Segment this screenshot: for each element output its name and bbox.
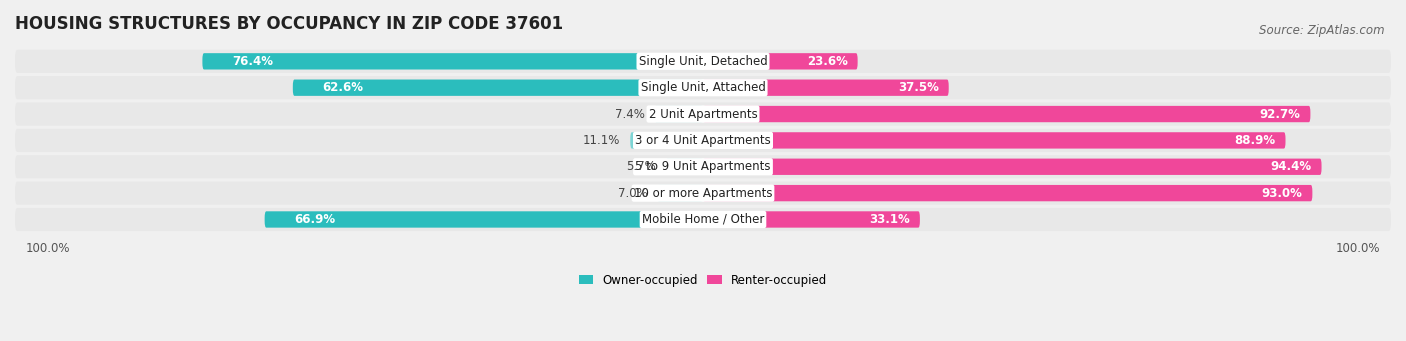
FancyBboxPatch shape	[15, 76, 1391, 99]
Text: 76.4%: 76.4%	[232, 55, 273, 68]
FancyBboxPatch shape	[703, 159, 1322, 175]
FancyBboxPatch shape	[264, 211, 703, 228]
Text: 11.1%: 11.1%	[583, 134, 620, 147]
FancyBboxPatch shape	[655, 106, 703, 122]
Text: 7.4%: 7.4%	[614, 107, 645, 121]
Legend: Owner-occupied, Renter-occupied: Owner-occupied, Renter-occupied	[579, 273, 827, 287]
FancyBboxPatch shape	[15, 181, 1391, 205]
FancyBboxPatch shape	[703, 79, 949, 96]
Text: 88.9%: 88.9%	[1234, 134, 1275, 147]
Text: 5 to 9 Unit Apartments: 5 to 9 Unit Apartments	[636, 160, 770, 173]
FancyBboxPatch shape	[703, 185, 1312, 201]
FancyBboxPatch shape	[15, 129, 1391, 152]
FancyBboxPatch shape	[703, 106, 1310, 122]
Text: 7.0%: 7.0%	[617, 187, 647, 199]
Text: Mobile Home / Other: Mobile Home / Other	[641, 213, 765, 226]
Text: HOUSING STRUCTURES BY OCCUPANCY IN ZIP CODE 37601: HOUSING STRUCTURES BY OCCUPANCY IN ZIP C…	[15, 15, 564, 33]
FancyBboxPatch shape	[15, 102, 1391, 125]
Text: 94.4%: 94.4%	[1271, 160, 1312, 173]
FancyBboxPatch shape	[202, 53, 703, 70]
Text: 23.6%: 23.6%	[807, 55, 848, 68]
FancyBboxPatch shape	[292, 79, 703, 96]
FancyBboxPatch shape	[15, 155, 1391, 178]
Text: Single Unit, Detached: Single Unit, Detached	[638, 55, 768, 68]
Text: 33.1%: 33.1%	[869, 213, 910, 226]
Text: Source: ZipAtlas.com: Source: ZipAtlas.com	[1260, 24, 1385, 37]
Text: 2 Unit Apartments: 2 Unit Apartments	[648, 107, 758, 121]
FancyBboxPatch shape	[657, 185, 703, 201]
Text: 93.0%: 93.0%	[1261, 187, 1302, 199]
FancyBboxPatch shape	[15, 50, 1391, 73]
FancyBboxPatch shape	[703, 211, 920, 228]
Text: 5.7%: 5.7%	[626, 160, 655, 173]
Text: Single Unit, Attached: Single Unit, Attached	[641, 81, 765, 94]
FancyBboxPatch shape	[665, 159, 703, 175]
FancyBboxPatch shape	[703, 132, 1285, 149]
FancyBboxPatch shape	[703, 53, 858, 70]
Text: 66.9%: 66.9%	[294, 213, 335, 226]
Text: 37.5%: 37.5%	[898, 81, 939, 94]
Text: 62.6%: 62.6%	[322, 81, 363, 94]
Text: 92.7%: 92.7%	[1260, 107, 1301, 121]
FancyBboxPatch shape	[15, 208, 1391, 231]
FancyBboxPatch shape	[630, 132, 703, 149]
Text: 3 or 4 Unit Apartments: 3 or 4 Unit Apartments	[636, 134, 770, 147]
Text: 10 or more Apartments: 10 or more Apartments	[634, 187, 772, 199]
